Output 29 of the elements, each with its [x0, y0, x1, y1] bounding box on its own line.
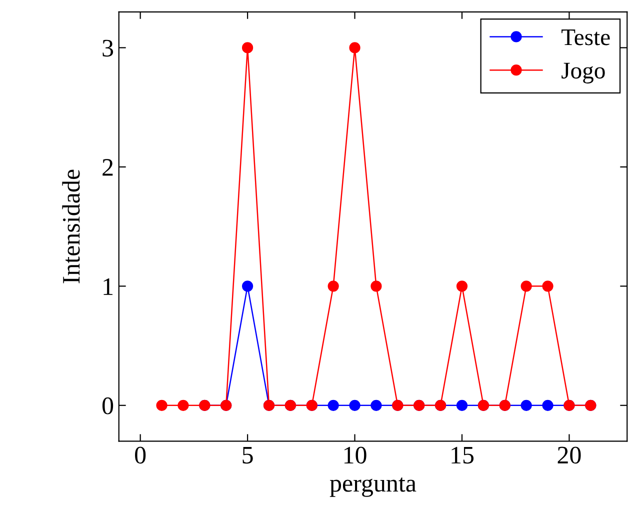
point	[520, 400, 532, 411]
point	[156, 400, 168, 411]
x-tick-label: 5	[242, 446, 253, 464]
legend-label: Jogo	[562, 62, 605, 84]
x-tick-label: 0	[135, 446, 146, 464]
point	[349, 42, 360, 54]
x-axis-title: pergunta	[330, 477, 416, 497]
point	[542, 400, 554, 411]
point	[370, 280, 382, 292]
legend-label: Teste	[562, 30, 610, 46]
point	[242, 280, 254, 292]
x-tick-label: 20	[558, 446, 581, 464]
point	[178, 400, 189, 411]
point	[542, 280, 554, 292]
point	[349, 400, 360, 411]
x-tick-label: 10	[344, 446, 366, 464]
y-tick-label: 2	[102, 159, 113, 176]
point	[520, 280, 532, 292]
point	[242, 42, 254, 54]
point	[328, 280, 339, 292]
point	[456, 400, 468, 411]
point	[370, 400, 382, 411]
x-tick-label: 15	[452, 446, 474, 464]
y-tick-label: 0	[102, 397, 114, 414]
point	[328, 400, 339, 411]
y-tick-label: 1	[104, 278, 113, 295]
y-tick-label: 3	[102, 40, 114, 57]
y-axis-title: Intensidade	[62, 170, 80, 284]
point	[456, 280, 468, 292]
